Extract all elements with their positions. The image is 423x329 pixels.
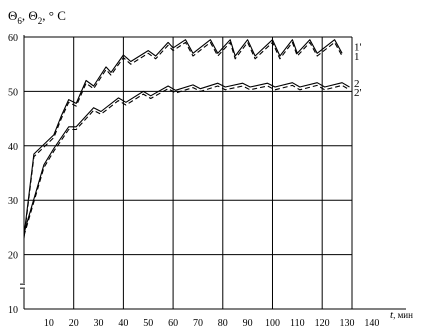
x-tick-label-130: 130 — [340, 318, 355, 329]
y-tick-label-50: 50 — [8, 87, 18, 98]
x-tick-label-70: 70 — [193, 318, 203, 329]
axes — [20, 35, 406, 310]
x-label-var: t — [390, 309, 394, 321]
y-label-theta-a: Θ — [8, 8, 17, 23]
x-axis-label: t, мин — [390, 309, 413, 321]
x-tick-label-10: 10 — [44, 318, 54, 329]
x-tick-label-120: 120 — [315, 318, 330, 329]
series-line-1 — [23, 39, 343, 236]
x-tick-labels: 10 20 30 40 50 60 70 80 90 100 110 120 130 140 — [44, 318, 380, 329]
x-tick-label-50: 50 — [143, 318, 153, 329]
curve-labels: 1'1 22' — [354, 41, 362, 98]
y-axis-label: Θ6, Θ2, ° C — [8, 8, 66, 26]
y-tick-label-30: 30 — [8, 196, 18, 207]
series-line-3 — [23, 82, 350, 233]
series-lines — [23, 39, 350, 239]
y-tick-label-40: 40 — [8, 142, 18, 153]
series-line-2 — [23, 41, 343, 239]
x-tick-label-20: 20 — [69, 318, 79, 329]
y-label-theta-b: , Θ — [22, 8, 38, 23]
x-tick-label-110: 110 — [290, 318, 305, 329]
x-tick-label-30: 30 — [94, 318, 104, 329]
y-tick-label-60: 60 — [8, 33, 18, 44]
curve-label-4: 2' — [354, 87, 362, 99]
y-label-sub-b: 2 — [38, 16, 43, 26]
y-tick-label-20: 20 — [8, 251, 18, 262]
curve-label-3: 2 — [354, 78, 360, 90]
x-label-unit: , мин — [393, 310, 413, 320]
y-label-sub-a: 6 — [17, 16, 22, 26]
x-tick-label-100: 100 — [265, 318, 280, 329]
x-tick-label-40: 40 — [118, 318, 128, 329]
series-line-4 — [23, 84, 350, 236]
axis-break-gap — [21, 283, 27, 290]
x-tick-label-60: 60 — [168, 318, 178, 329]
x-tick-label-90: 90 — [243, 318, 253, 329]
curve-label-2: 1 — [354, 51, 360, 63]
y-tick-labels: 10 20 30 40 50 60 — [8, 33, 18, 316]
y-tick-label-10: 10 — [8, 305, 18, 316]
x-tick-label-80: 80 — [218, 318, 228, 329]
curve-label-1: 1' — [354, 41, 362, 53]
y-label-unit: , ° C — [42, 8, 66, 23]
x-tick-label-140: 140 — [364, 318, 379, 329]
grid — [24, 36, 352, 309]
